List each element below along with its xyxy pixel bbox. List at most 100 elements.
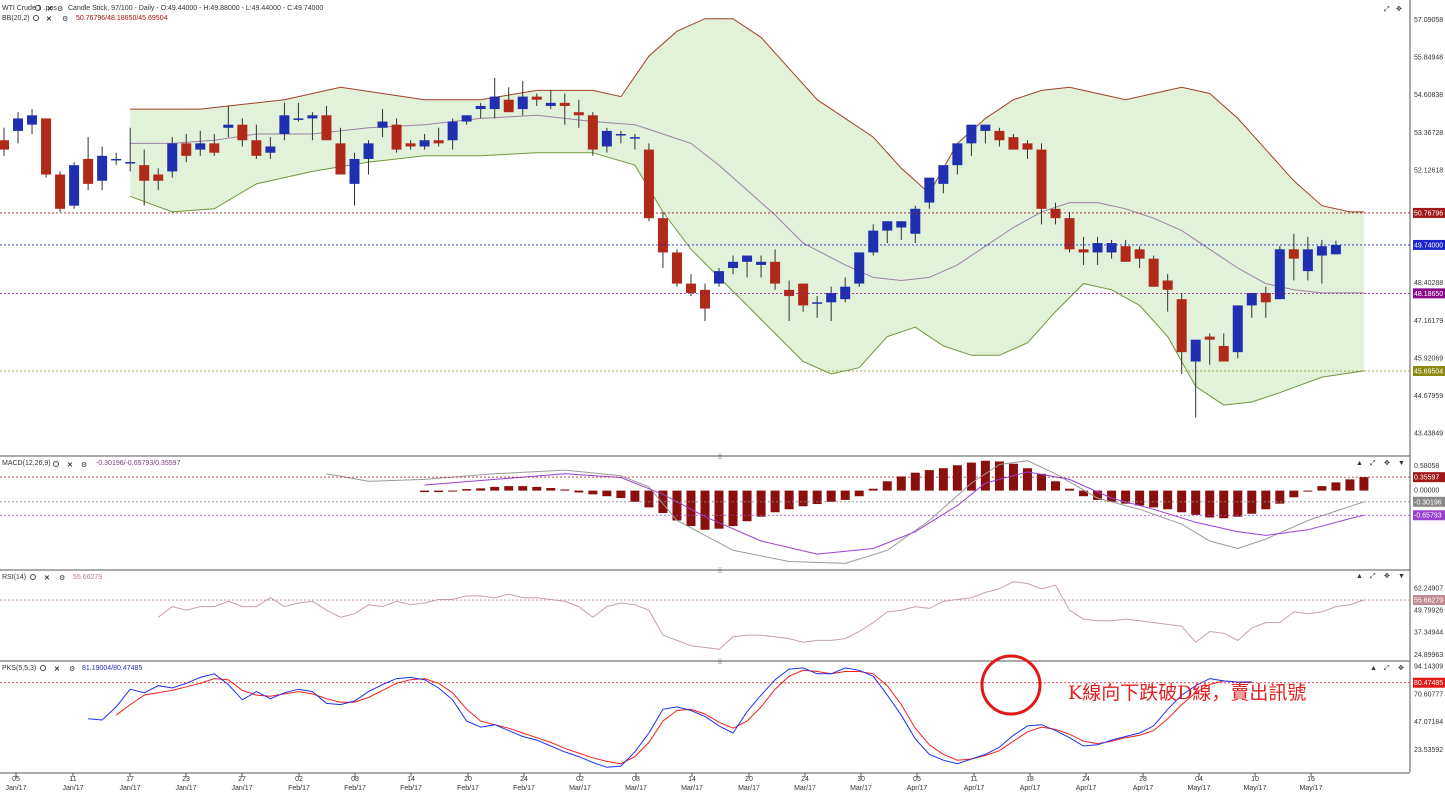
move-up-icon[interactable]: ▲ bbox=[1370, 665, 1377, 672]
macd-values: -0.30196/-0.65793/0.35597 bbox=[96, 460, 181, 467]
x-tick-month: May/17 bbox=[1244, 785, 1267, 792]
expand-icon[interactable]: ⤢ bbox=[1384, 665, 1390, 672]
rsi-value-tag bbox=[1413, 595, 1445, 606]
candle-body bbox=[293, 118, 304, 120]
candle bbox=[279, 102, 290, 141]
move-down-icon[interactable]: ▼ bbox=[1398, 460, 1405, 467]
gear-icon[interactable]: ⚙ bbox=[57, 5, 63, 13]
x-tick-month: Feb/17 bbox=[400, 785, 422, 792]
bb-lower-value-tag bbox=[1413, 366, 1445, 377]
candle bbox=[742, 255, 753, 278]
eye-icon[interactable] bbox=[35, 5, 41, 11]
eye-icon[interactable] bbox=[53, 461, 59, 467]
candle-body bbox=[1120, 246, 1131, 262]
macd-histogram-bar bbox=[448, 490, 458, 492]
candle bbox=[307, 112, 318, 141]
candle-body bbox=[1106, 243, 1117, 253]
close-icon[interactable]: ✕ bbox=[44, 575, 50, 582]
close-icon[interactable]: ✕ bbox=[47, 6, 53, 13]
candle bbox=[1092, 236, 1103, 265]
eye-icon[interactable] bbox=[33, 15, 39, 21]
candle-body bbox=[139, 165, 150, 181]
candle-body bbox=[1078, 249, 1089, 253]
macd-tick-label: 0.58058 bbox=[1414, 463, 1439, 470]
candle-body bbox=[615, 134, 626, 136]
x-tick-month: Jan/17 bbox=[175, 785, 196, 792]
candle-body bbox=[475, 105, 486, 110]
price-tick-label: 48.40288 bbox=[1414, 280, 1443, 287]
macd-label: MACD(12,26,9) bbox=[2, 460, 51, 467]
x-tick-month: Mar/17 bbox=[794, 785, 816, 792]
candle bbox=[0, 127, 9, 156]
expand-icon[interactable]: ⤢ bbox=[1384, 6, 1390, 13]
x-tick-month: Jan/17 bbox=[119, 785, 140, 792]
candle bbox=[531, 93, 542, 106]
close-icon[interactable]: ✕ bbox=[67, 462, 73, 469]
x-tick-day: 05 bbox=[12, 776, 20, 783]
macd-histogram-bar bbox=[1303, 490, 1313, 492]
candle-body bbox=[97, 155, 108, 181]
candle-body bbox=[629, 137, 640, 139]
candle bbox=[966, 124, 977, 156]
candle-body bbox=[1316, 246, 1327, 256]
candle bbox=[447, 118, 458, 150]
move-up-icon[interactable]: ▲ bbox=[1356, 573, 1363, 580]
close-icon[interactable]: ✕ bbox=[54, 666, 60, 673]
macd-histogram-bar bbox=[952, 465, 962, 491]
rsi-tick-label: 37.34944 bbox=[1414, 630, 1443, 637]
candle bbox=[1008, 134, 1019, 150]
close-icon[interactable]: ✕ bbox=[46, 16, 52, 23]
macd-histogram-bar bbox=[1065, 488, 1075, 491]
x-tick-month: Apr/17 bbox=[1020, 785, 1041, 792]
maximize-icon[interactable]: ✥ bbox=[1396, 5, 1402, 13]
x-tick-day: 05 bbox=[913, 776, 921, 783]
macd-histogram-bar bbox=[728, 490, 738, 527]
panel-resize-handle: ⁞⁞ bbox=[718, 454, 722, 461]
gear-icon[interactable]: ⚙ bbox=[59, 574, 65, 582]
move-up-icon[interactable]: ▲ bbox=[1356, 460, 1363, 467]
candle bbox=[1134, 246, 1145, 269]
candle bbox=[994, 127, 1005, 147]
maximize-icon[interactable]: ✥ bbox=[1384, 459, 1390, 467]
maximize-icon[interactable]: ✥ bbox=[1398, 664, 1404, 672]
x-tick-day: 27 bbox=[238, 776, 246, 783]
candle bbox=[1022, 140, 1033, 159]
bb-upper-value-label: 50.76796 bbox=[1414, 210, 1443, 217]
pks-panel bbox=[0, 667, 1410, 768]
macd-histogram-bar bbox=[1107, 490, 1117, 502]
macd-histogram-bar bbox=[574, 490, 584, 493]
price-tick-label: 53.36728 bbox=[1414, 130, 1443, 137]
candle bbox=[433, 127, 444, 147]
candle bbox=[69, 162, 80, 209]
candle-body bbox=[1162, 280, 1173, 290]
close-value-tag bbox=[1413, 239, 1445, 250]
candle-body bbox=[195, 143, 206, 150]
candle bbox=[587, 112, 598, 156]
candle-body bbox=[924, 177, 935, 203]
candle bbox=[41, 118, 52, 178]
candle bbox=[265, 137, 276, 159]
price-tick-label: 54.60838 bbox=[1414, 92, 1443, 99]
expand-icon[interactable]: ⤢ bbox=[1370, 460, 1376, 467]
candle-body bbox=[1218, 345, 1229, 362]
candle-body bbox=[1232, 305, 1243, 353]
axes: 50.76796 49.74000 48.18650 45.69504 57.09058… bbox=[5, 17, 1445, 792]
gear-icon[interactable]: ⚙ bbox=[62, 15, 68, 23]
candle bbox=[139, 149, 150, 206]
gear-icon[interactable]: ⚙ bbox=[69, 665, 75, 673]
candle bbox=[405, 140, 416, 150]
candle bbox=[237, 118, 248, 147]
candle-body bbox=[531, 96, 542, 100]
x-tick-month: Jan/17 bbox=[5, 785, 26, 792]
candle-body bbox=[994, 130, 1005, 141]
move-down-icon[interactable]: ▼ bbox=[1398, 573, 1405, 580]
gear-icon[interactable]: ⚙ bbox=[81, 461, 87, 469]
eye-icon[interactable] bbox=[30, 574, 36, 580]
x-tick-day: 28 bbox=[1139, 776, 1147, 783]
pks-k-line bbox=[88, 667, 1252, 768]
expand-icon[interactable]: ⤢ bbox=[1370, 573, 1376, 580]
maximize-icon[interactable]: ✥ bbox=[1384, 572, 1390, 580]
candle-body bbox=[966, 124, 977, 144]
x-tick-day: 10 bbox=[1251, 776, 1259, 783]
eye-icon[interactable] bbox=[40, 665, 46, 671]
